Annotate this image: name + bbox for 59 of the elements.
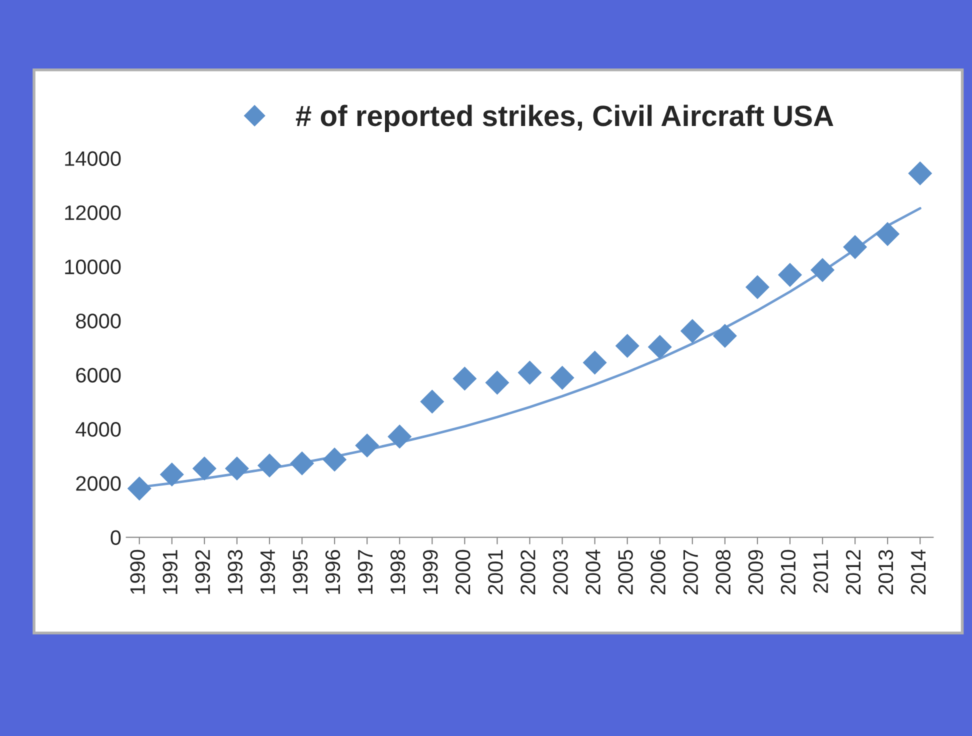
x-tick-label: 2003 [553,550,568,594]
point [192,456,216,481]
x-tick-label: 2007 [683,550,698,594]
y-tick-label: 8000 [76,314,121,328]
x-tick-label: 2010 [780,550,796,594]
point [420,390,444,414]
x-tick-label: 2011 [813,550,828,593]
x-tick-label: 1998 [390,550,406,594]
point [388,424,412,449]
x-tick-label: 2013 [878,550,894,594]
x-tick-label: 2002 [520,550,536,594]
y-tick-label: 14000 [65,151,121,166]
point [908,161,932,186]
x-tick-label: 2008 [716,550,731,594]
point [485,370,510,395]
y-tick-label: 6000 [76,368,121,383]
x-tick-label: 2006 [650,550,666,594]
x-tick-label: 1992 [195,550,210,594]
point [712,324,737,348]
y-tick-label: 0 [110,530,121,546]
x-tick-label: 2001 [488,550,503,594]
point [257,454,282,478]
point [843,235,868,260]
point [452,366,477,391]
point [778,262,802,287]
x-tick-label: 1993 [228,550,243,594]
point [127,476,152,501]
point [745,275,770,300]
x-tick-label: 2000 [456,550,470,594]
x-tick-label: 2004 [586,550,600,594]
point [810,258,835,282]
point [322,448,347,472]
point [290,451,314,476]
point [582,350,607,375]
y-tick-label: 4000 [76,422,121,437]
y-tick-label: 10000 [65,260,121,274]
x-tick-label: 1999 [422,550,438,594]
point [550,366,574,390]
y-tick-label: 12000 [65,205,121,220]
x-tick-label: 1996 [325,550,340,594]
x-tick-label: 1990 [130,550,145,594]
x-tick-label: 2005 [618,550,633,594]
x-tick-label: 2009 [748,550,764,594]
point [160,462,184,486]
x-tick-label: 2012 [846,550,861,594]
point [615,334,640,358]
point [648,334,672,359]
x-tick-label: 1994 [260,550,276,594]
x-tick-label: 2014 [910,550,926,594]
y-tick-label: 2000 [76,476,121,491]
point [876,222,900,246]
x-tick-label: 1997 [358,550,373,594]
x-tick-label: 1991 [162,550,178,594]
point [224,456,249,481]
point [355,433,380,458]
point [680,318,704,343]
point [518,360,542,385]
x-tick-label: 1995 [292,550,308,594]
legend-label: # of reported strikes, Civil Aircraft USA [296,104,834,132]
